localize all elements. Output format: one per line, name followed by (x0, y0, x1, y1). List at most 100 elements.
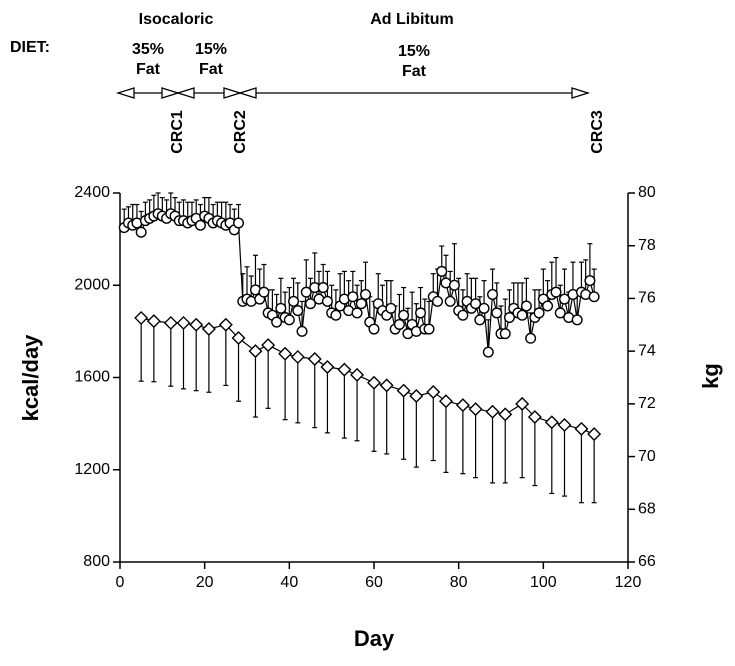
circle-marker (478, 302, 490, 314)
x-tick-label: 80 (450, 574, 468, 591)
diamond-marker (320, 359, 335, 374)
circle-marker (520, 300, 532, 312)
circle-marker (288, 295, 300, 307)
circle-marker (275, 302, 287, 314)
fat-label: 15% (398, 43, 430, 60)
diamond-marker (176, 315, 191, 330)
circle-marker (571, 314, 583, 326)
diamond-marker (189, 317, 204, 332)
diamond-marker (438, 394, 453, 409)
circle-marker (503, 312, 515, 324)
diamond-marker (163, 315, 178, 330)
circle-marker (584, 275, 596, 287)
y2-tick-label: 70 (638, 448, 656, 465)
circle-marker (554, 307, 566, 319)
y-tick-label: 800 (83, 553, 110, 570)
circle-marker (393, 318, 405, 330)
diet-label: DIET: (10, 39, 50, 56)
x-tick-label: 0 (116, 574, 125, 591)
x-tick-label: 100 (530, 574, 557, 591)
y2-axis-title: kg (698, 363, 723, 389)
circle-marker (347, 291, 359, 303)
y-axis-title: kcal/day (18, 334, 43, 422)
diamond-marker (248, 344, 263, 359)
fat-label: Fat (199, 61, 224, 78)
y2-tick-label: 66 (638, 553, 656, 570)
diamond-marker (367, 375, 381, 390)
circle-marker (499, 328, 511, 340)
x-tick-label: 40 (280, 574, 298, 591)
circle-marker (296, 325, 308, 337)
diet-timeline (115, 87, 591, 99)
diamond-marker (544, 415, 559, 430)
circle-marker (271, 316, 283, 328)
y2-tick-label: 74 (638, 342, 656, 359)
circle-marker (491, 307, 503, 319)
circle-marker (368, 323, 380, 335)
diamond-marker (485, 404, 500, 419)
event-label: CRC3 (589, 110, 606, 154)
y2-tick-label: 68 (638, 501, 656, 518)
circle-marker (474, 314, 486, 326)
circle-marker (398, 309, 410, 321)
diamond-marker (455, 398, 470, 413)
diamond-marker (527, 410, 542, 425)
circle-marker (317, 282, 329, 294)
circle-marker (516, 309, 528, 321)
diamond-marker (146, 314, 161, 329)
circle-marker (258, 286, 270, 298)
fat-label: Fat (402, 63, 427, 80)
circle-marker (542, 300, 554, 312)
circle-marker (330, 309, 342, 321)
diamond-marker (557, 417, 572, 432)
x-tick-label: 20 (196, 574, 214, 591)
circle-marker (444, 295, 456, 307)
circle-marker (588, 291, 600, 303)
diamond-marker (278, 346, 293, 361)
x-tick-label: 120 (615, 574, 642, 591)
circle-marker (448, 279, 460, 291)
circle-marker (415, 307, 427, 319)
diamond-marker (426, 385, 441, 399)
diamond-marker (290, 349, 305, 364)
diamond-marker (307, 352, 322, 367)
circle-marker (360, 288, 372, 300)
circle-marker (487, 288, 499, 300)
diamond-marker (201, 322, 216, 336)
circle-marker (300, 286, 312, 298)
circle-marker (559, 293, 571, 305)
circle-marker (321, 295, 333, 307)
y-tick-label: 2400 (74, 184, 110, 201)
circle-marker (233, 217, 245, 229)
circle-marker (550, 286, 562, 298)
circle-marker (525, 332, 537, 344)
event-label: CRC1 (169, 110, 186, 154)
diamond-marker (396, 383, 411, 398)
diamond-marker (134, 310, 149, 325)
diamond-marker (379, 378, 394, 393)
phase-label: Isocaloric (139, 11, 214, 28)
circle-marker (533, 307, 545, 319)
x-tick-label: 60 (365, 574, 383, 591)
diamond-marker (468, 402, 483, 417)
y2-tick-label: 80 (638, 184, 656, 201)
circle-marker (194, 219, 206, 231)
diamond-marker (337, 362, 352, 377)
circle-marker (432, 295, 444, 307)
phase-label: Ad Libitum (370, 11, 454, 28)
x-axis-title: Day (354, 626, 395, 651)
y-tick-label: 1200 (74, 461, 110, 478)
circle-marker (470, 298, 482, 310)
diamond-marker (261, 338, 276, 353)
circle-marker (436, 265, 448, 277)
y2-tick-label: 78 (638, 237, 656, 254)
diamond-marker (350, 367, 365, 382)
circle-marker (305, 298, 317, 310)
circle-marker (482, 346, 494, 358)
diamond-marker (587, 427, 602, 442)
circle-marker (355, 298, 367, 310)
fat-label: Fat (136, 61, 161, 78)
fat-label: 15% (195, 41, 227, 58)
y-tick-label: 2000 (74, 276, 110, 293)
circle-marker (351, 307, 363, 319)
